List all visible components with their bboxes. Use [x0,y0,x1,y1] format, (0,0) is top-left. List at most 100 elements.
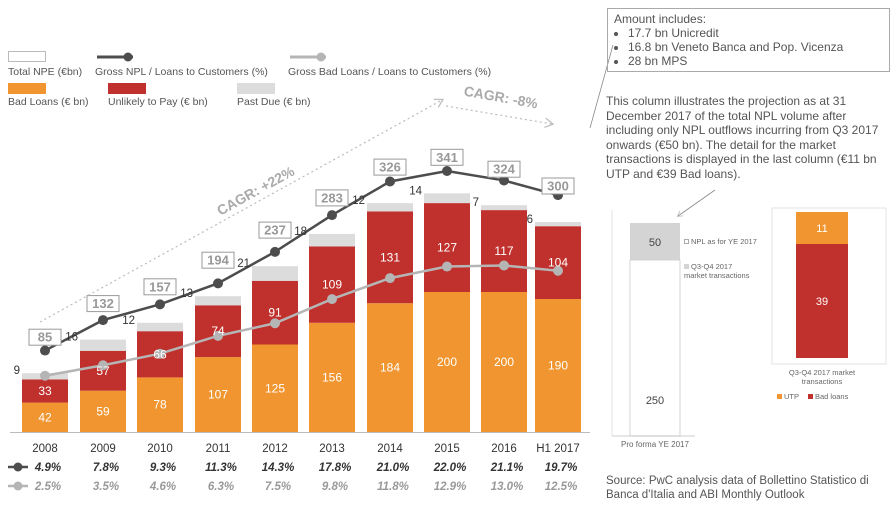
gross-bad-pct-label: 12.9% [434,481,467,493]
utp-value-label: 131 [380,250,400,264]
past-due-value-label: 12 [352,195,365,207]
proforma-npl-value: 250 [646,395,664,407]
legend-swatch-total [8,51,46,62]
gross-bad-pct-label: 11.8% [377,481,409,493]
gross-bad-point [327,294,337,305]
bar-bad-loans [80,390,126,432]
cagr-up-arrow [39,100,442,323]
gross-bad-pct-label: 4.6% [149,481,176,493]
bad-loans-value-label: 125 [265,381,285,395]
callout-line-projection [678,189,716,216]
legend-bad-line-icon [290,52,326,62]
bar-bad-loans [424,292,470,432]
gross-bad-point [98,360,108,371]
legend-total-npe [8,51,52,62]
bar-past-due [535,222,581,227]
total-npe-label: 157 [149,279,171,294]
bad-loans-value-label: 190 [548,359,568,373]
legend-gross-bad-label: Gross Bad Loans / Loans to Customers (%) [288,66,491,78]
bar-past-due [80,339,126,351]
gross-bad-pct-label: 2.5% [34,481,61,493]
gross-bad-point [499,260,509,271]
small-legend-utp-text: UTP [784,392,799,401]
total-npe-box [258,221,292,239]
proforma-category-label: Pro forma YE 2017 [621,440,689,449]
category-label: 2011 [206,443,231,455]
legend-bad-loans [8,83,52,94]
q3q4-bad-value: 39 [816,296,828,308]
past-due-value-label: 7 [473,197,479,209]
proforma-bar-npl-ye [629,259,681,437]
q3q4-bar-utp [796,212,848,244]
bar-bad-loans [22,402,68,432]
bar-past-due [195,296,241,306]
category-label: H1 2017 [536,443,579,455]
gross-bad-pct-label: 3.5% [93,481,119,493]
gross-bad-point [385,273,395,284]
bad-loans-value-label: 200 [437,355,457,369]
bar-past-due [367,203,413,212]
gross-npl-point [442,166,452,176]
bar-past-due [309,233,355,247]
gross-bad-line [44,264,559,377]
bar-bad-loans [535,299,581,432]
category-label: 2015 [434,443,460,455]
bar-bad-loans [309,322,355,432]
utp-value-label: 127 [437,241,457,255]
small-swatch-bad [808,394,813,399]
bar-unlikely-to-pay [252,280,298,345]
utp-value-label: 33 [38,384,52,398]
gross-bad-pct-label: 9.8% [322,481,348,493]
small-legend-npl-ye-text: NPL as for YE 2017 [691,237,757,246]
q3q4-frame [771,207,887,365]
small-swatch-q3q4 [684,264,689,269]
category-label: 2010 [147,443,173,455]
past-due-value-label: 16 [65,332,78,344]
legend-gross-npl-label: Gross NPL / Loans to Customers (%) [95,66,268,78]
utp-value-label: 109 [322,278,342,292]
past-due-value-label: 13 [180,288,193,300]
gross-npl-point [499,175,509,186]
q3q4-utp-value: 11 [816,223,827,235]
small-legend-npl-ye: NPL as for YE 2017 [684,237,757,246]
bar-unlikely-to-pay [80,350,126,391]
gross-npl-pct-label: 22.0% [433,462,467,474]
past-due-value-label: 14 [409,185,422,197]
total-npe-box [541,177,575,195]
bar-unlikely-to-pay [535,226,581,299]
gross-npl-pct-label: 9.3% [150,462,176,474]
small-legend-q3q4: Q3-Q4 2017 market transactions [684,262,754,280]
past-due-value-label: 21 [237,258,250,270]
cagr-down-label: CAGR: -8% [463,83,540,112]
amount-box-title: Amount includes: [614,12,707,26]
bad-loans-value-label: 42 [38,410,52,424]
legend-utp-label: Unlikely to Pay (€ bn) [108,96,208,108]
total-npe-box [143,278,177,296]
total-npe-box [86,295,120,313]
amount-item: 28 bn MPS [628,54,883,68]
legend-past-due [237,83,281,94]
gross-npl-pct-label: 19.7% [545,462,578,474]
total-npe-label: 237 [264,223,286,238]
total-npe-box [201,251,235,269]
total-npe-label: 85 [38,330,52,345]
total-npe-label: 341 [436,150,458,165]
gross-npl-pct-label: 21.0% [376,462,410,474]
utp-value-label: 57 [96,364,110,378]
category-label: 2012 [262,443,288,455]
gross-bad-point [442,261,452,272]
gross-bad-pct-label: 12.5% [545,481,578,493]
proforma-q3q4-value: 50 [649,237,661,249]
gross-npl-pct-label: 7.8% [93,462,119,474]
legend-text-total: Total NPE (€bn) [8,66,83,78]
amount-item: 17.7 bn Unicredit [628,26,883,40]
bar-past-due [424,193,470,204]
category-label: 2014 [377,443,403,455]
category-label: 2016 [491,443,517,455]
utp-value-label: 104 [548,256,568,270]
source-note: Source: PwC analysis data of Bollettino … [606,475,869,501]
bar-bad-loans [137,377,183,432]
bar-past-due [252,266,298,281]
utp-value-label: 66 [153,347,167,361]
projection-note: This column illustrates the projection a… [606,94,879,181]
